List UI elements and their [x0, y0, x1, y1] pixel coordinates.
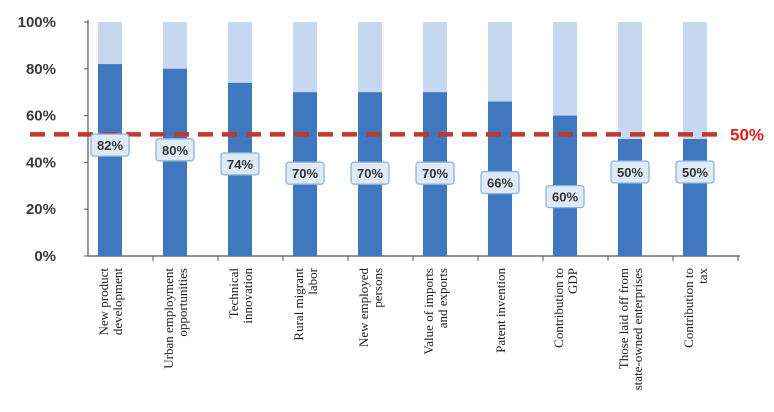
x-tick-label: tax [695, 268, 710, 284]
data-label-box [90, 133, 130, 157]
data-label: 66% [487, 176, 513, 191]
x-tick-label: Contribution to [681, 268, 696, 348]
y-tick-label: 60% [26, 108, 56, 125]
x-tick-label: Contribution to [551, 268, 566, 348]
x-tick-label: innovation [240, 268, 255, 324]
data-label: 50% [617, 165, 643, 180]
y-tick-label: 40% [26, 154, 56, 171]
data-label: 82% [97, 138, 123, 153]
data-label: 80% [162, 143, 188, 158]
x-tick-label: development [110, 268, 125, 336]
bar [683, 139, 707, 256]
x-tick-label: opportunities [175, 268, 190, 337]
data-label-box [285, 161, 325, 185]
data-label: 70% [357, 166, 383, 181]
x-tick-label: persons [370, 268, 385, 308]
data-label-box [415, 161, 455, 185]
data-label-box [220, 152, 260, 176]
y-tick-label: 20% [26, 201, 56, 218]
reference-line-label: 50% [730, 125, 764, 144]
data-label: 74% [227, 157, 253, 172]
data-label: 50% [682, 165, 708, 180]
y-tick-label: 100% [18, 14, 56, 31]
x-tick-label: labor [305, 267, 320, 294]
data-label: 60% [552, 190, 578, 205]
x-tick-label: New employed [356, 268, 371, 348]
data-label: 70% [422, 166, 448, 181]
x-tick-label: New product [96, 268, 111, 336]
x-tick-label: GDP [565, 268, 580, 294]
x-tick-label: Technical [226, 268, 241, 319]
data-label-box [545, 184, 585, 209]
x-tick-label: state-owned enterprises [630, 268, 645, 390]
bar [98, 64, 122, 257]
y-tick-label: 80% [26, 61, 56, 78]
data-label-box [480, 170, 520, 195]
y-tick-label: 0% [34, 248, 56, 265]
data-label-box [350, 161, 390, 185]
data-label: 70% [292, 166, 318, 181]
x-tick-label: Urban employment [161, 268, 176, 369]
bar [163, 68, 187, 256]
x-tick-label: Rural migrant [291, 268, 306, 341]
data-label-box [155, 138, 195, 162]
x-tick-label: Value of imports [421, 268, 436, 355]
x-tick-label: Those laid off from [616, 268, 631, 369]
data-label-box [610, 160, 650, 184]
x-tick-label: and exports [435, 268, 450, 328]
data-label-box [675, 160, 715, 184]
x-tick-label: Patent invention [493, 268, 508, 353]
bar [618, 139, 642, 256]
